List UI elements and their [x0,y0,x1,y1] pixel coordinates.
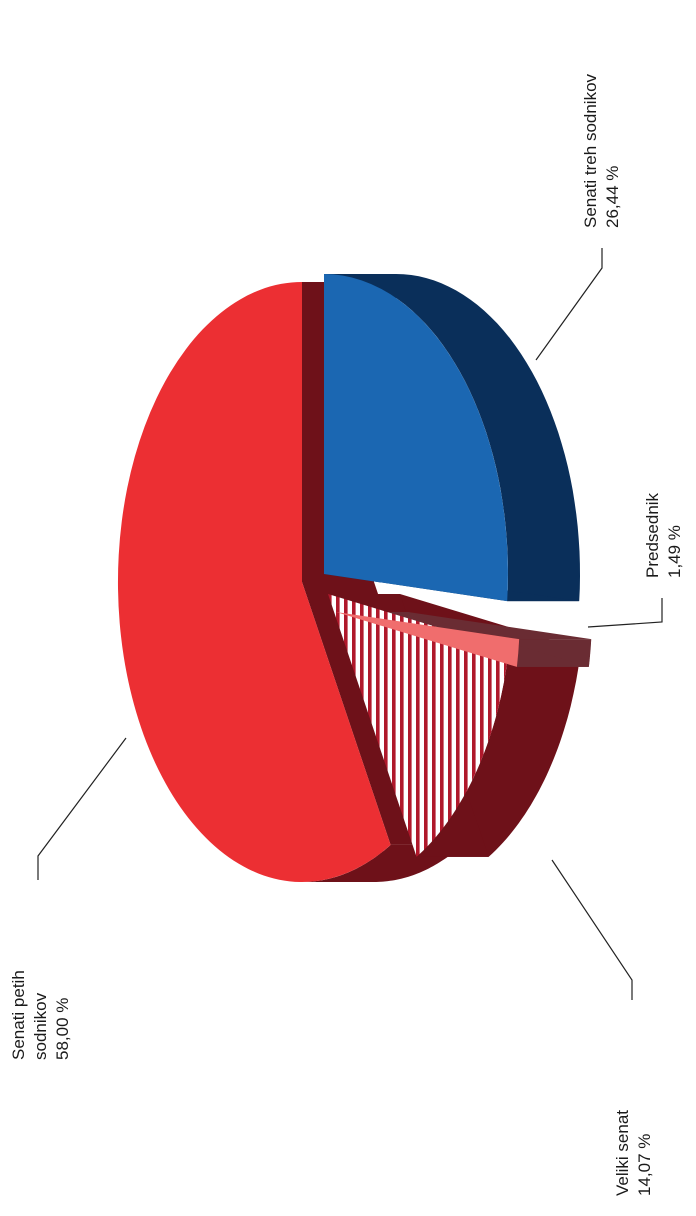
label-senati-petih-line1: Senati petih [9,970,28,1060]
slice-rim-veliki-senat [416,648,581,857]
slice-senati-treh-sodnikov [324,274,508,602]
leader-line-predsednik [587,598,663,628]
slice-predsednik [336,612,520,667]
label-senati-petih-value: 58,00 % [53,998,72,1060]
label-veliki-senat: Veliki senat 14,07 % [613,1105,654,1196]
label-senati-treh-name: Senati treh sodnikov [581,73,600,228]
label-predsednik-value: 1,49 % [665,525,684,578]
slice-rim-senati-treh-sodnikov [324,274,580,602]
label-senati-petih-line2: sodnikov [31,992,50,1060]
label-senati-petih: Senati petih sodnikov 58,00 % [9,965,72,1060]
label-veliki-senat-value: 14,07 % [635,1134,654,1196]
label-veliki-senat-name: Veliki senat [613,1110,632,1196]
label-senati-treh: Senati treh sodnikov 26,44 % [581,69,622,228]
label-predsednik-name: Predsednik [643,492,662,578]
slice-senati-petih-sodnikov [117,282,391,882]
slice-veliki-senat [328,594,509,857]
label-predsednik: Predsednik 1,49 % [643,488,684,578]
label-senati-treh-value: 26,44 % [603,166,622,228]
leader-line-senati-treh [535,248,603,361]
leader-line-veliki-senat [551,859,633,1000]
pie-body [117,274,592,882]
leader-line-senati-petih [37,737,127,880]
pie-top-layer [117,274,520,882]
